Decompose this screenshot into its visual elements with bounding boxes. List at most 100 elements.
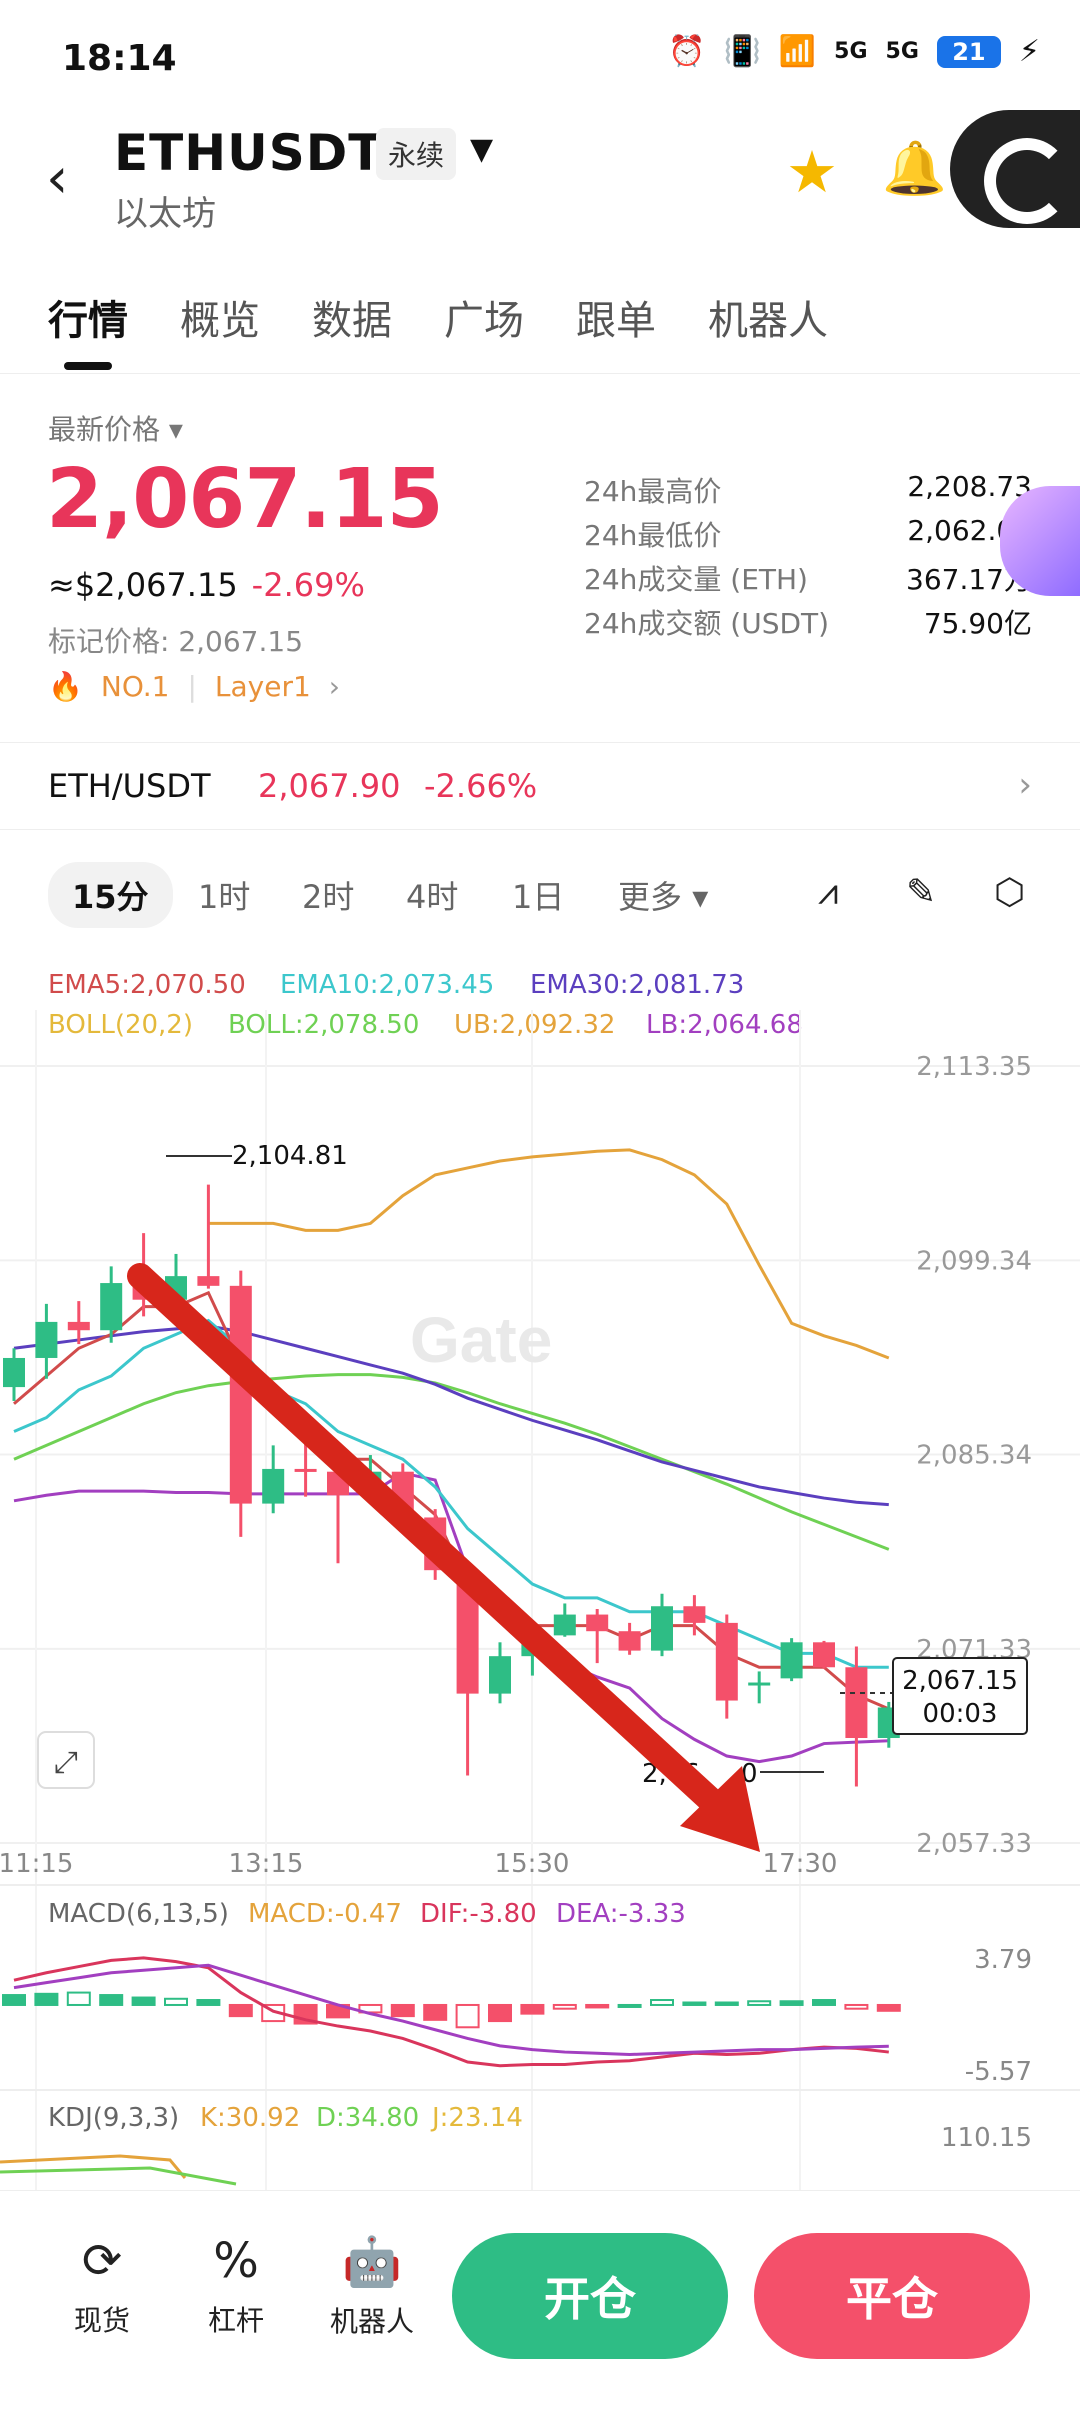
candle-body	[748, 1682, 771, 1686]
watermark: Gate	[410, 1304, 552, 1376]
status-bar: 18:14 ⏰ 📳 📶 5G 5G 21 ⚡	[0, 0, 1080, 110]
kdj-j-value: J:23.14	[430, 2103, 523, 2133]
candle-body	[35, 1321, 58, 1358]
gate-logo-icon[interactable]	[950, 110, 1080, 228]
spot-pair-row[interactable]: ETH/USDT 2,067.90 -2.66% ›	[0, 742, 1080, 830]
kdj-d-line	[0, 2166, 237, 2186]
tag-row[interactable]: 🔥 NO.1 | Layer1 ›	[48, 670, 340, 703]
x-tick-label: 15:30	[495, 1849, 570, 1879]
bell-icon[interactable]: 🔔	[882, 139, 947, 199]
chevron-right-icon: ›	[1018, 765, 1032, 805]
star-icon[interactable]: ★	[786, 138, 838, 206]
wifi-icon: 📶	[778, 34, 817, 69]
candle-body	[683, 1606, 706, 1623]
spot-symbol: ETH/USDT	[48, 767, 211, 805]
macd-bar	[488, 2003, 512, 2023]
dif-value: DIF:-3.80	[420, 1899, 537, 1929]
ub-legend: UB:2,092.32	[454, 1010, 616, 1040]
macd-bar	[876, 2003, 901, 2012]
tab-market[interactable]: 行情	[48, 298, 128, 344]
interval-1h[interactable]: 1时	[198, 878, 251, 916]
draw-pen-icon[interactable]: ✎	[906, 872, 937, 913]
stat-label: 24h成交量 (ETH)	[584, 563, 808, 596]
candle-body	[780, 1642, 803, 1679]
macd-bar	[66, 1991, 91, 2006]
bottom-nav-label: 现货	[73, 2304, 130, 2337]
macd-bar	[34, 1992, 59, 2006]
macd-value: MACD:-0.47	[248, 1899, 402, 1929]
interval-15m[interactable]: 15分	[48, 862, 173, 928]
candle-body	[197, 1276, 220, 1286]
close-position-button[interactable]: 平仓	[754, 2233, 1030, 2359]
kline-chart[interactable]: EMA5:2,070.50 EMA10:2,073.45 EMA30:2,081…	[0, 950, 1080, 2190]
ema30-legend: EMA30:2,081.73	[530, 970, 745, 1000]
ema5-legend: EMA5:2,070.50	[48, 970, 246, 1000]
candle-body	[294, 1468, 317, 1472]
tab-square[interactable]: 广场	[444, 298, 524, 344]
mark-price: 标记价格: 2,067.15	[48, 625, 304, 658]
interval-2h[interactable]: 2时	[302, 878, 355, 916]
boll-legend: BOLL:2,078.50	[228, 1010, 420, 1040]
candle-body	[618, 1631, 641, 1651]
caret-down-icon: ▾	[168, 413, 183, 446]
bottom-nav-spot[interactable]: ⟳ 现货	[42, 2233, 162, 2339]
back-icon[interactable]: ‹	[46, 146, 69, 211]
indicator-icon[interactable]: ⩘	[818, 872, 839, 913]
interval-4h[interactable]: 4时	[406, 878, 459, 916]
candle-body	[651, 1606, 673, 1651]
tab-data[interactable]: 数据	[312, 298, 392, 344]
assistant-bubble-icon[interactable]	[1000, 486, 1080, 596]
open-position-button[interactable]: 开仓	[452, 2233, 728, 2359]
macd-bar	[714, 2001, 739, 2006]
kdj-k-value: K:30.92	[200, 2103, 300, 2133]
interval-1d[interactable]: 1日	[512, 878, 565, 916]
tab-bot[interactable]: 机器人	[708, 298, 828, 344]
macd-title: MACD(6,13,5)	[48, 1899, 229, 1929]
stat-value: 75.90亿	[923, 607, 1032, 640]
bottom-nav-leverage[interactable]: % 杠杆	[176, 2233, 296, 2339]
stat-label: 24h成交额 (USDT)	[584, 607, 830, 640]
caret-down-icon[interactable]: ▼	[470, 132, 494, 167]
current-price-label: 2,067.15	[902, 1666, 1018, 1696]
macd-bar	[423, 2003, 448, 2021]
stat-row: 24h最高价 2,208.73	[584, 470, 1032, 514]
chart-canvas[interactable]: Gate 2,113.352,099.342,085.342,071.332,0…	[0, 950, 1080, 2190]
alarm-icon: ⏰	[668, 34, 706, 69]
expand-icon[interactable]	[37, 1731, 95, 1789]
fire-icon: 🔥	[48, 670, 83, 703]
contract-tag[interactable]: 永续	[376, 128, 457, 180]
dif-line	[13, 1956, 889, 2068]
usd-price: ≈$2,067.15	[48, 566, 238, 604]
y-tick-label: 2,057.33	[916, 1829, 1032, 1859]
robot-icon: 🤖	[342, 2234, 402, 2290]
macd-bar	[812, 1999, 836, 2006]
macd-bar	[844, 2003, 869, 2010]
tab-overview[interactable]: 概览	[180, 298, 260, 344]
stat-row: 24h成交量 (ETH) 367.17万	[584, 558, 1032, 602]
y-tick-label: 2,113.35	[916, 1052, 1032, 1082]
bottom-nav-bot[interactable]: 🤖 机器人	[312, 2233, 432, 2340]
pair-title[interactable]: ETHUSDT	[114, 124, 384, 182]
y-tick-label: 2,085.34	[916, 1441, 1032, 1471]
interval-more[interactable]: 更多 ▾	[618, 878, 709, 916]
macd-bar	[99, 1994, 124, 2006]
candle-body	[715, 1622, 738, 1701]
tab-indicator	[64, 362, 112, 370]
x-tick-label: 13:15	[229, 1849, 304, 1879]
tab-copy-trade[interactable]: 跟单	[576, 298, 656, 344]
macd-bar	[779, 2000, 804, 2006]
macd-bar	[196, 1999, 221, 2006]
countdown-label: 00:03	[923, 1699, 998, 1729]
spot-icon: ⟳	[81, 2233, 123, 2289]
macd-bar	[455, 2003, 480, 2029]
kdj-top-label: 110.15	[941, 2123, 1032, 2153]
macd-bar	[520, 2003, 545, 2015]
asset-name: 以太坊	[114, 194, 216, 234]
candle-body	[100, 1283, 123, 1331]
candle-body	[553, 1614, 576, 1636]
latest-price-label[interactable]: 最新价格 ▾	[48, 413, 183, 446]
stat-label: 24h最低价	[584, 519, 722, 552]
macd-bar	[2, 1994, 26, 2006]
main-tabs: 行情 概览 数据 广场 跟单 机器人	[0, 270, 1080, 374]
settings-hex-icon[interactable]: ⬡	[994, 872, 1026, 913]
